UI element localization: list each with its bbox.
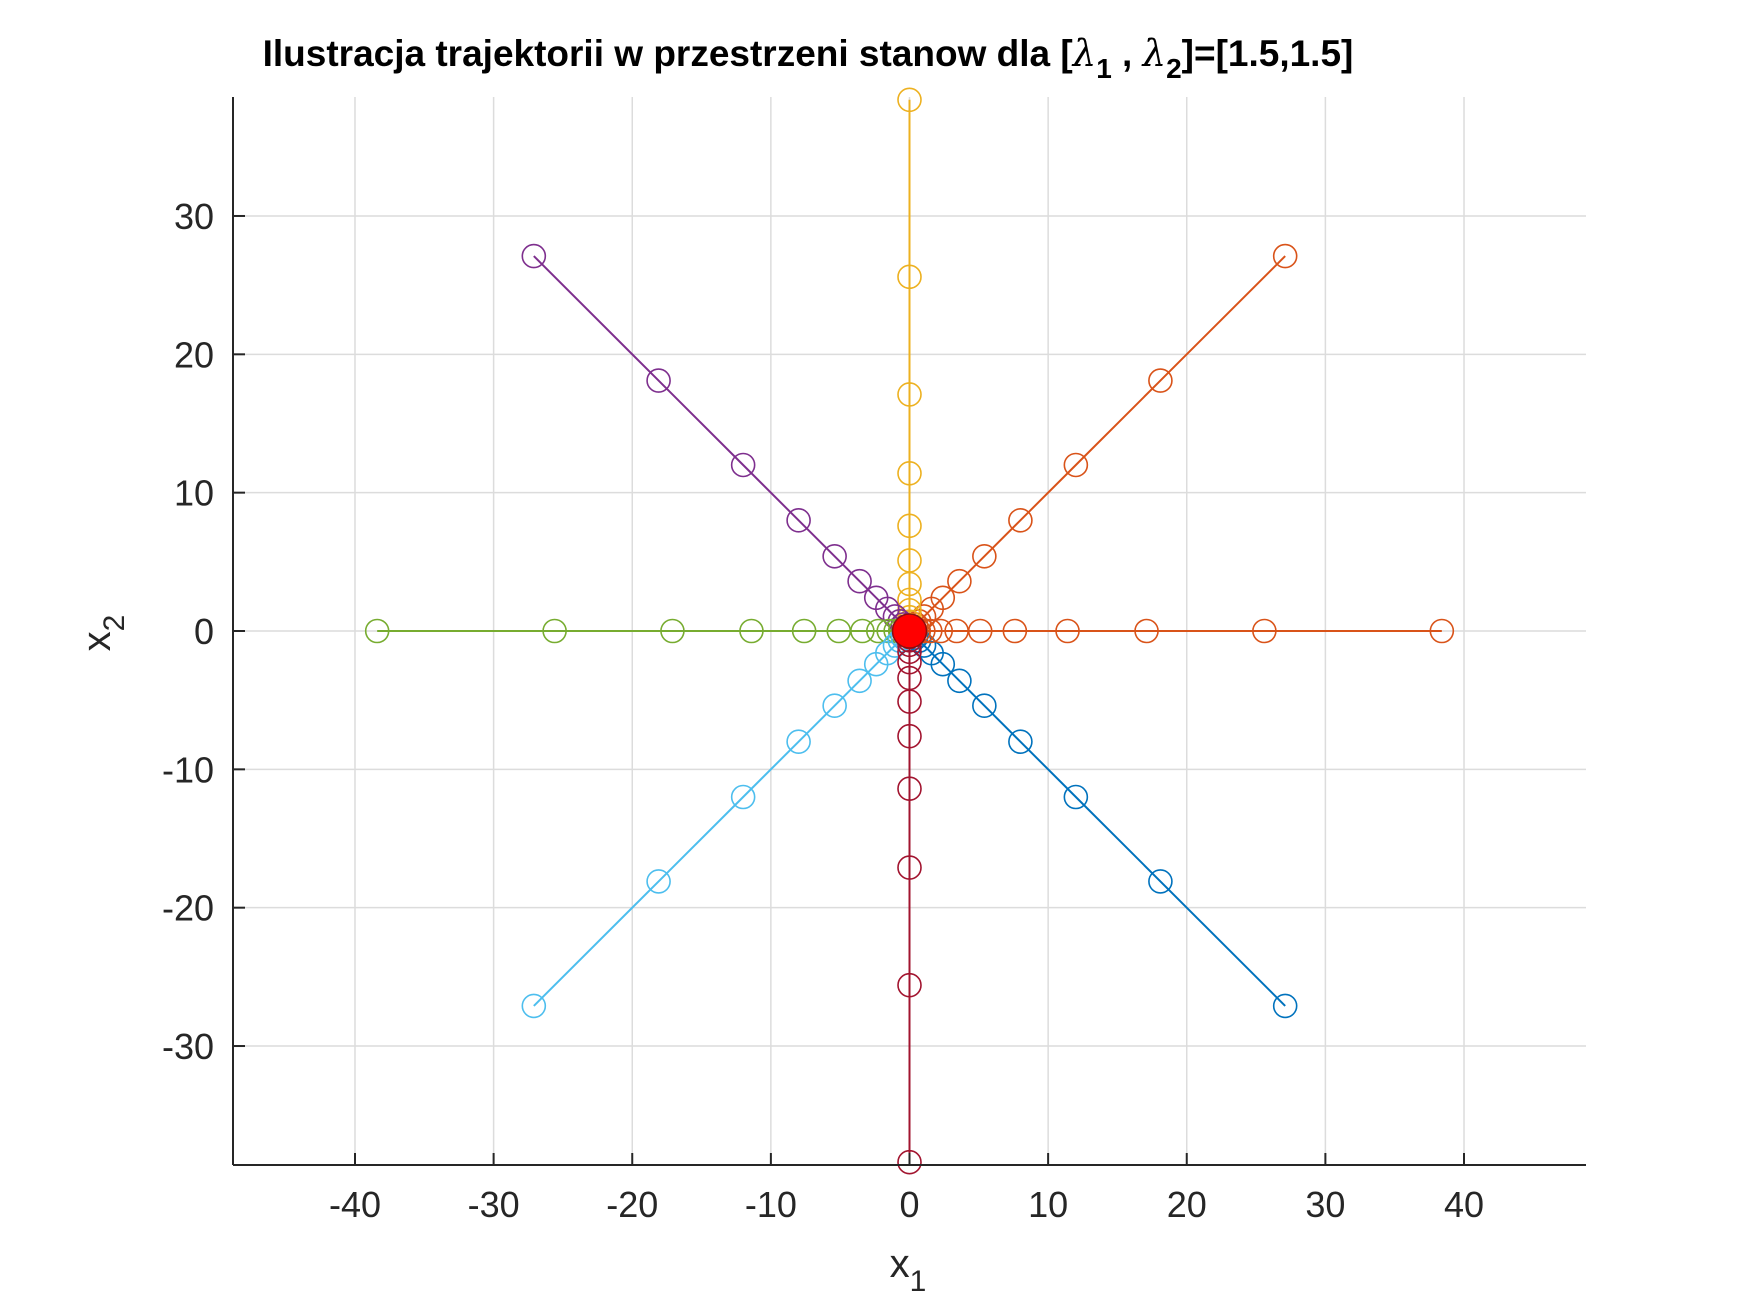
data-point-marker bbox=[897, 1149, 922, 1175]
data-point-marker bbox=[1008, 729, 1033, 754]
y-tick-label: 0 bbox=[194, 611, 214, 652]
data-point-marker bbox=[822, 693, 847, 719]
data-point-marker bbox=[542, 618, 567, 644]
data-point-marker bbox=[1063, 784, 1089, 810]
data-point-marker bbox=[1429, 618, 1455, 644]
title-prefix: Ilustracja trajektorii w przestrzeni sta… bbox=[263, 33, 1073, 74]
data-point-marker bbox=[972, 543, 997, 569]
x-tick-label: -30 bbox=[468, 1184, 520, 1225]
x-axis-label-sub: 1 bbox=[910, 1265, 927, 1298]
title-sub-1: 1 bbox=[1096, 53, 1112, 84]
equilibrium-layer bbox=[891, 613, 928, 649]
data-point-marker bbox=[1002, 618, 1028, 644]
data-point-marker bbox=[1063, 452, 1089, 478]
data-point-marker bbox=[947, 568, 972, 594]
data-point-marker bbox=[897, 723, 922, 749]
title-lambda-1: λ bbox=[1071, 32, 1096, 75]
data-point-marker bbox=[897, 513, 922, 539]
data-point-marker bbox=[866, 618, 891, 644]
data-point-marker bbox=[897, 665, 922, 691]
data-point-marker bbox=[897, 855, 922, 880]
data-point-marker bbox=[944, 618, 969, 644]
data-point-marker bbox=[972, 693, 997, 719]
data-point-marker bbox=[1272, 993, 1298, 1019]
tick-labels: -40 -30 -20 -10 0 10 20 30 40 -30 -20 -10 0 10 20 30 bbox=[162, 196, 1484, 1225]
data-point-marker bbox=[786, 508, 811, 533]
y-axis-label-base: x bbox=[75, 631, 119, 651]
data-point-marker bbox=[1008, 508, 1033, 533]
data-point-marker bbox=[1252, 618, 1277, 644]
data-point-marker bbox=[1148, 368, 1173, 393]
data-point-marker bbox=[1148, 869, 1173, 894]
data-point-marker bbox=[521, 993, 547, 1019]
x-axis-label-base: x bbox=[890, 1242, 910, 1286]
data-point-marker bbox=[897, 382, 922, 407]
data-point-marker bbox=[1134, 618, 1159, 644]
data-point-marker bbox=[646, 869, 671, 894]
x-tick-label: 20 bbox=[1167, 1184, 1207, 1225]
y-tick-label: 30 bbox=[174, 196, 214, 237]
data-point-marker bbox=[822, 543, 847, 569]
data-point-marker bbox=[364, 618, 390, 644]
y-tick-label: 10 bbox=[174, 473, 214, 514]
chart-title: Ilustracja trajektorii w przestrzeni sta… bbox=[263, 32, 1354, 84]
data-point-marker bbox=[1055, 618, 1080, 644]
x-tick-label: 30 bbox=[1305, 1184, 1345, 1225]
title-suffix: ]=[1.5,1.5] bbox=[1182, 33, 1354, 74]
x-tick-label: 0 bbox=[899, 1184, 919, 1225]
axes bbox=[232, 97, 1586, 1166]
data-point-marker bbox=[897, 87, 922, 113]
x-tick-label: -20 bbox=[606, 1184, 658, 1225]
data-point-marker bbox=[897, 264, 922, 290]
y-axis-label: x2 bbox=[75, 615, 131, 652]
data-point-marker bbox=[897, 972, 922, 998]
data-point-marker bbox=[947, 668, 972, 694]
y-tick-label: -10 bbox=[162, 749, 214, 790]
data-point-marker bbox=[928, 618, 953, 644]
title-lambda-2: λ bbox=[1141, 32, 1166, 75]
data-point-marker bbox=[786, 729, 811, 754]
data-point-marker bbox=[897, 649, 922, 675]
x-tick-label: -40 bbox=[329, 1184, 381, 1225]
data-point-marker bbox=[730, 784, 756, 810]
y-tick-label: 20 bbox=[174, 334, 214, 375]
data-point-marker bbox=[850, 618, 875, 644]
x-tick-label: -10 bbox=[745, 1184, 797, 1225]
data-point-marker bbox=[1272, 243, 1298, 269]
x-axis-label: x1 bbox=[890, 1242, 927, 1298]
data-point-marker bbox=[646, 368, 671, 393]
data-point-marker bbox=[660, 618, 685, 644]
data-point-marker bbox=[730, 452, 756, 478]
title-sub-2: 2 bbox=[1166, 53, 1182, 84]
x-tick-label: 10 bbox=[1028, 1184, 1068, 1225]
data-point-marker bbox=[897, 776, 922, 802]
data-point-marker bbox=[791, 618, 817, 644]
data-point-marker bbox=[897, 460, 922, 486]
data-point-marker bbox=[739, 618, 764, 644]
y-tick-label: -20 bbox=[162, 888, 214, 929]
data-point-marker bbox=[897, 587, 922, 613]
data-point-marker bbox=[897, 571, 922, 597]
title-sep: , bbox=[1112, 33, 1143, 74]
data-point-marker bbox=[847, 668, 872, 694]
data-point-marker bbox=[521, 243, 547, 269]
data-point-marker bbox=[847, 568, 872, 594]
y-axis-label-sub: 2 bbox=[98, 615, 131, 632]
y-tick-label: -30 bbox=[162, 1026, 214, 1067]
x-tick-label: 40 bbox=[1444, 1184, 1484, 1225]
equilibrium-point bbox=[891, 613, 928, 649]
